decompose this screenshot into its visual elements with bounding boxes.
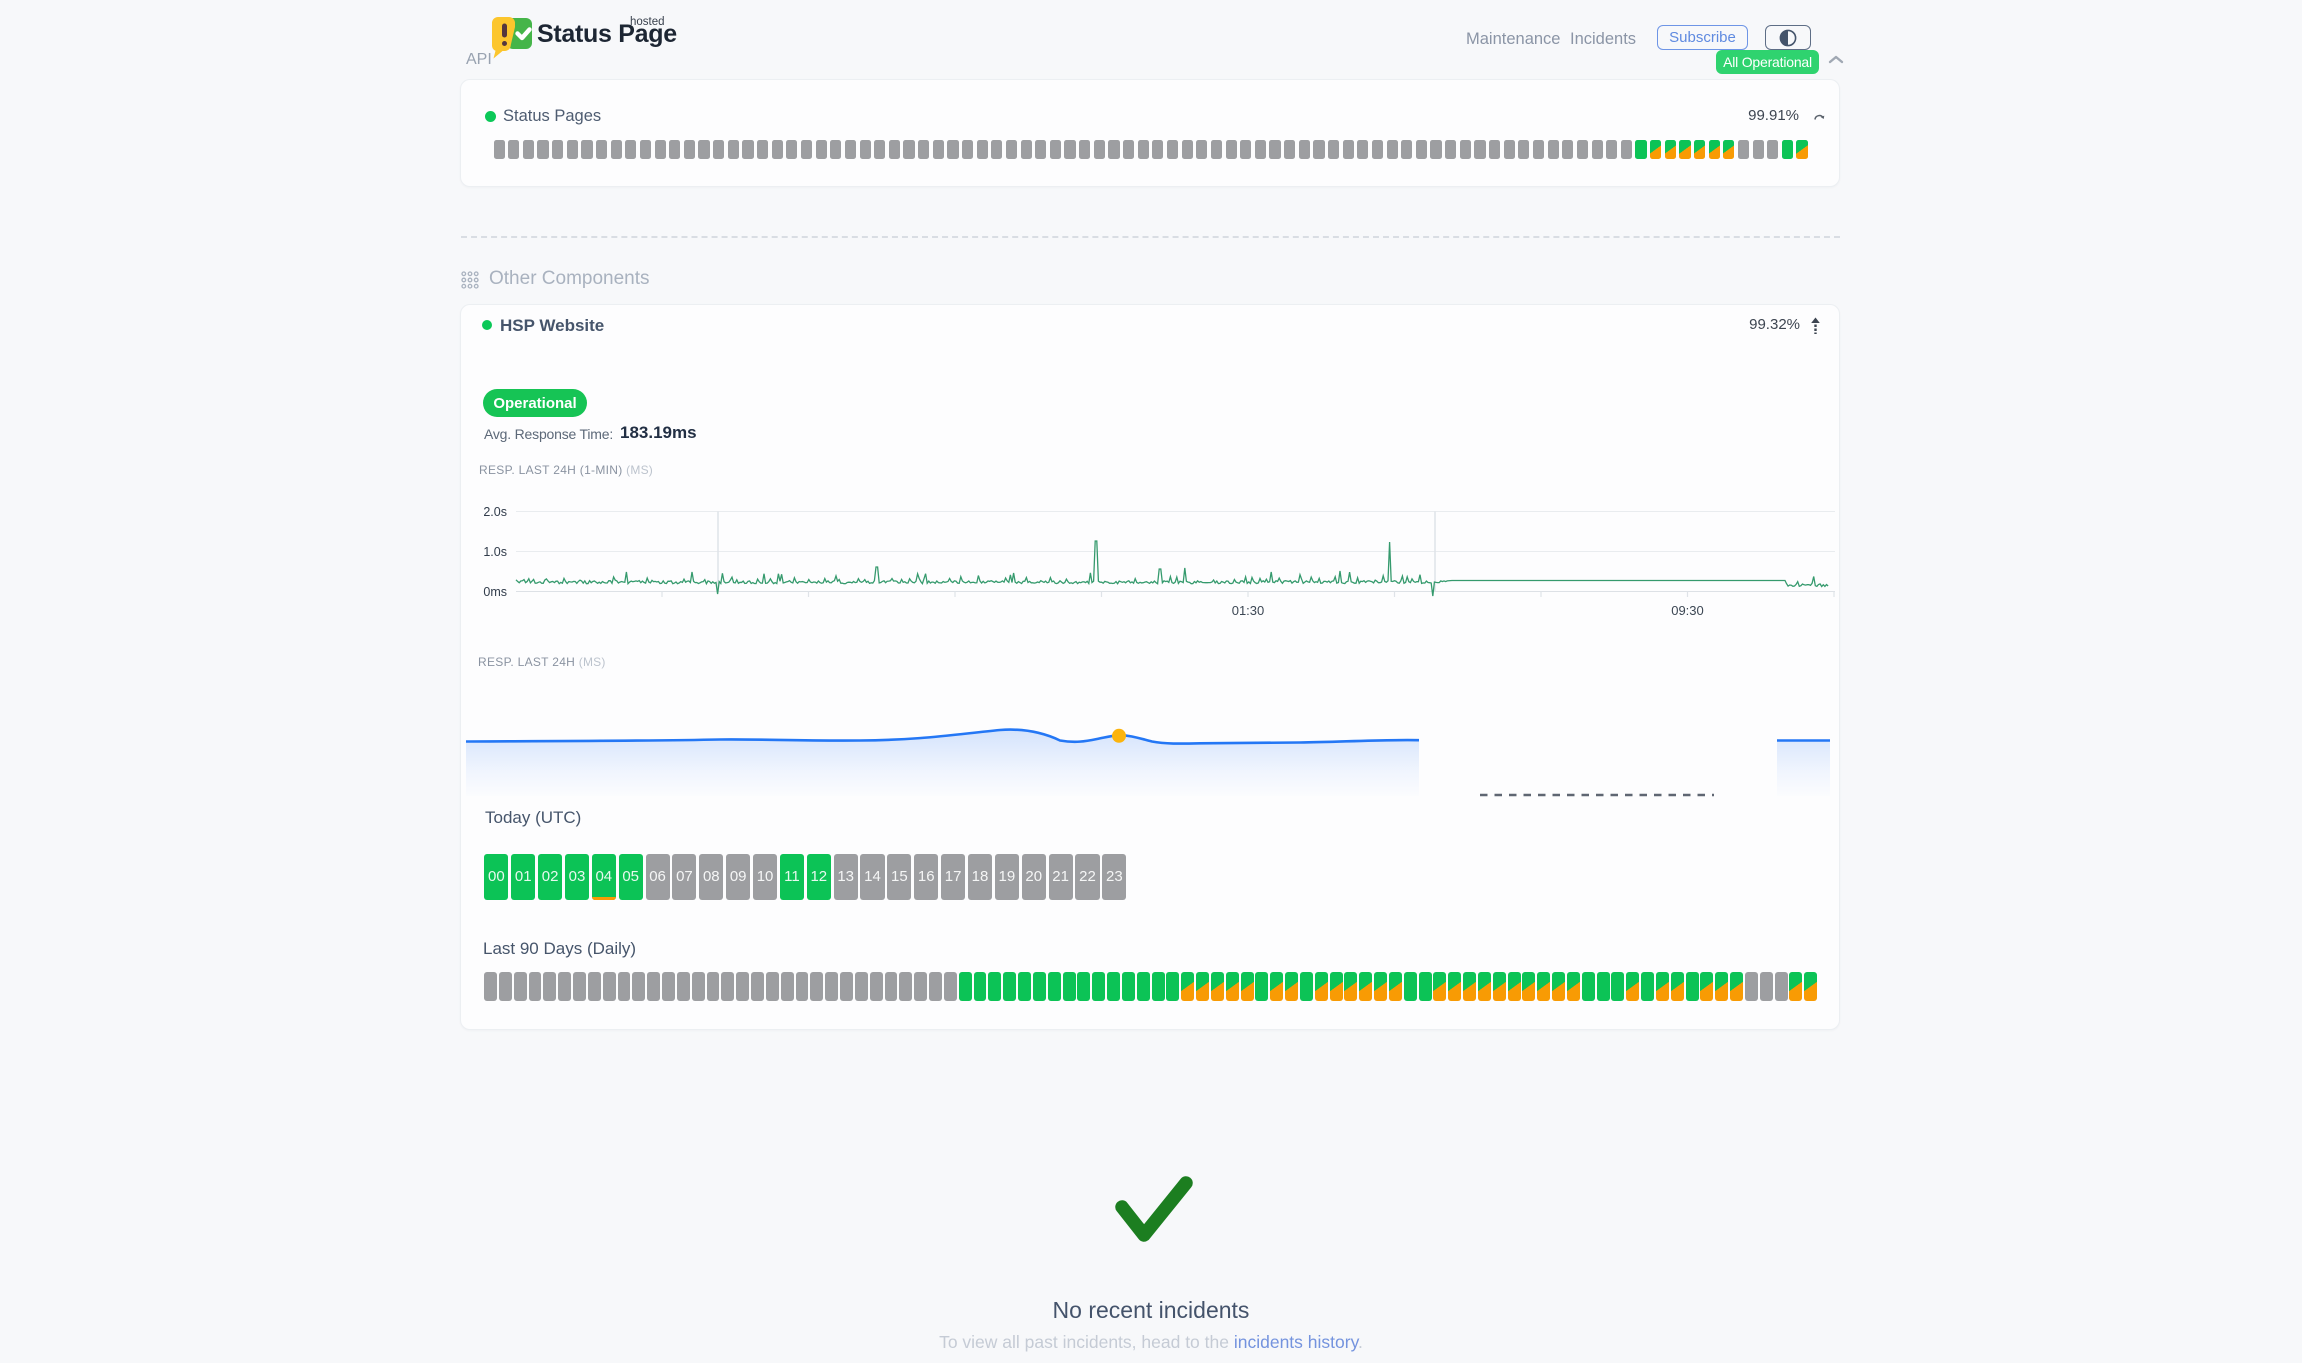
svg-text:1.0s: 1.0s	[483, 545, 507, 559]
svg-text:01:30: 01:30	[1232, 603, 1265, 618]
svg-text:0ms: 0ms	[483, 585, 507, 599]
svg-text:2.0s: 2.0s	[483, 505, 507, 519]
svg-text:09:30: 09:30	[1671, 603, 1704, 618]
